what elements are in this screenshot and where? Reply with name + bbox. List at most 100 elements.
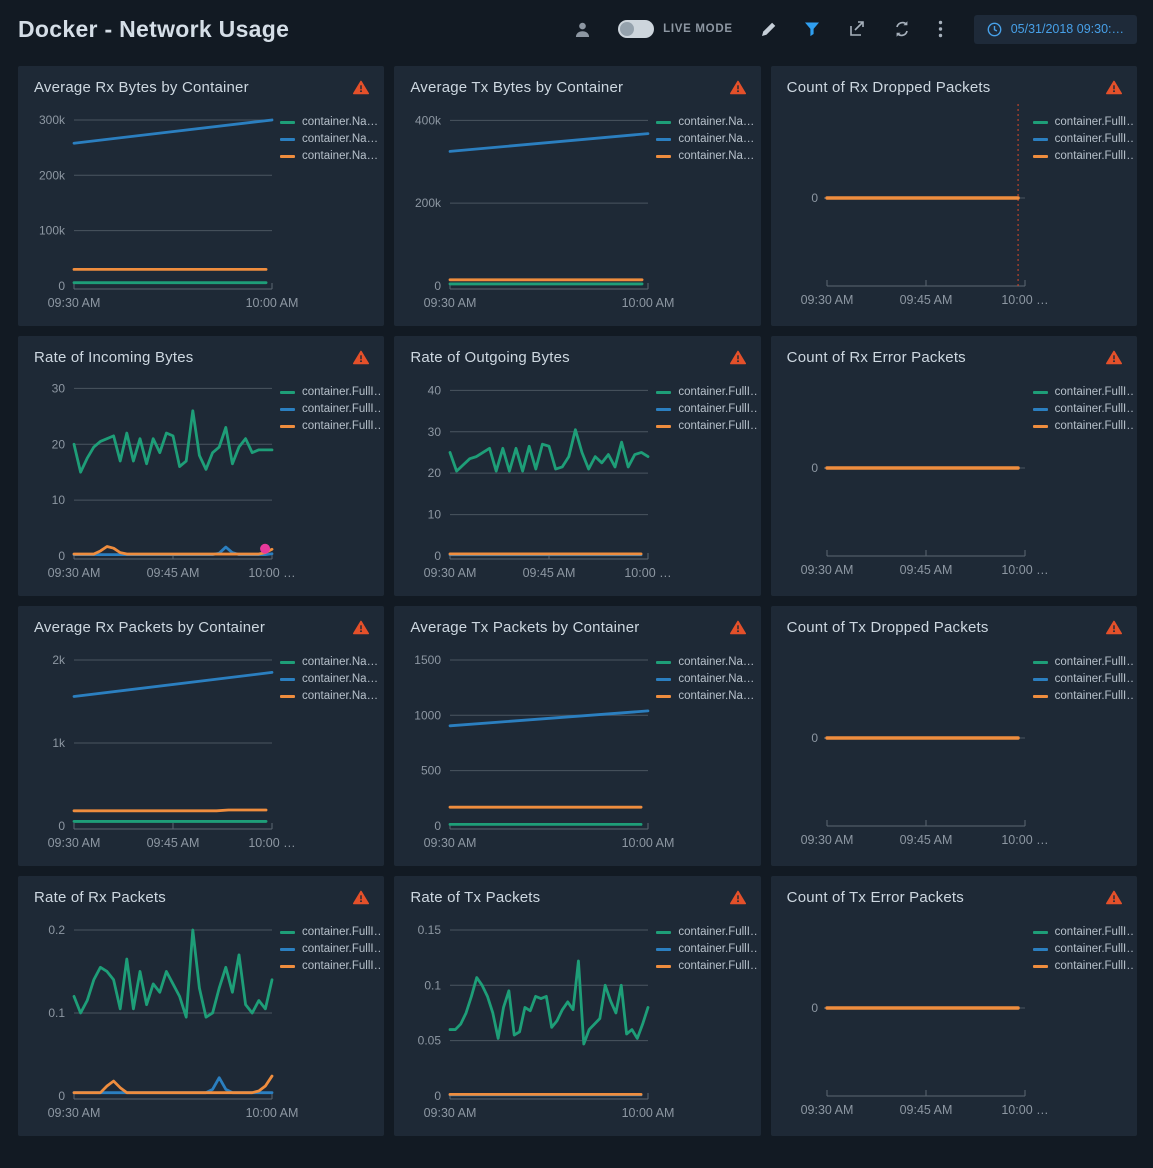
legend-item[interactable]: container.FullI…: [656, 960, 757, 972]
line-chart[interactable]: 0 09:30 AM 09:45 AM 10:00 …: [779, 370, 1048, 586]
legend-item[interactable]: container.Na…: [656, 690, 756, 702]
warning-icon[interactable]: [1106, 80, 1122, 100]
legend-swatch: [280, 947, 295, 951]
legend-item[interactable]: container.FullI…: [1032, 926, 1133, 938]
line-chart[interactable]: 0.2 0.1 0 09:30 AM 10:00 AM: [26, 910, 299, 1126]
live-mode-control: LIVE MODE: [618, 20, 733, 38]
legend-item[interactable]: container.FullI…: [280, 960, 380, 972]
line-chart[interactable]: 30 20 10 0 09:30 AM 09:45 AM 10:00 …: [26, 370, 296, 586]
legend-item[interactable]: container.Na…: [280, 673, 380, 685]
legend-item[interactable]: container.Na…: [280, 116, 380, 128]
dashboard-panel: Rate of Rx Packets 0.2 0.1 0 09:30 AM 10:00 …: [18, 876, 385, 1136]
svg-text:0: 0: [811, 1001, 818, 1015]
panel-body: 2k 1k 0 09:30 AM 09:45 AM 10:00 … container.N…: [18, 640, 384, 856]
legend-item[interactable]: container.FullI…: [1032, 673, 1133, 685]
time-range-picker[interactable]: 05/31/2018 09:30:…: [973, 14, 1137, 44]
legend-label: container.Na…: [678, 690, 755, 702]
warning-icon[interactable]: [729, 890, 746, 910]
dashboard-panel: Count of Rx Dropped Packets 0 09:30 AM 09:…: [770, 66, 1137, 326]
line-chart[interactable]: 0 09:30 AM 09:45 AM 10:00 …: [779, 100, 1048, 316]
legend-item[interactable]: container.FullI…: [1032, 133, 1133, 145]
export-icon[interactable]: [847, 20, 866, 38]
line-chart[interactable]: 0 09:30 AM 09:45 AM 10:00 …: [779, 640, 1048, 856]
line-chart[interactable]: 300k 200k 100k 0 09:30 AM 10:00 AM: [26, 100, 298, 316]
legend-item[interactable]: container.FullI…: [280, 943, 380, 955]
legend-label: container.FullI…: [1054, 690, 1133, 702]
svg-text:0.1: 0.1: [425, 978, 442, 992]
legend-item[interactable]: container.FullI…: [656, 420, 757, 432]
svg-text:0.2: 0.2: [48, 923, 65, 937]
panel-legend: container.FullI… container.FullI… containe…: [280, 370, 380, 586]
legend-swatch: [656, 424, 672, 428]
warning-icon[interactable]: [729, 350, 746, 370]
warning-icon[interactable]: [353, 350, 370, 370]
legend-item[interactable]: container.FullI…: [280, 403, 380, 415]
svg-text:0.1: 0.1: [48, 1006, 65, 1020]
user-icon[interactable]: [574, 21, 591, 38]
legend-swatch: [656, 660, 672, 664]
line-chart[interactable]: 0 09:30 AM 09:45 AM 10:00 …: [779, 910, 1048, 1126]
line-chart[interactable]: 1500 1000 500 0 09:30 AM 10:00 AM: [402, 640, 675, 856]
warning-icon[interactable]: [1106, 890, 1122, 910]
legend-item[interactable]: container.FullI…: [1032, 386, 1133, 398]
line-chart[interactable]: 40 30 20 10 0 09:30 AM 09:45 AM 10:00 …: [402, 370, 672, 586]
edit-icon[interactable]: [760, 21, 777, 38]
legend-item[interactable]: container.FullI…: [1032, 403, 1133, 415]
svg-text:09:45 AM: 09:45 AM: [899, 293, 952, 307]
legend-swatch: [280, 120, 295, 124]
legend-item[interactable]: container.FullI…: [280, 386, 380, 398]
more-menu-icon[interactable]: [938, 20, 943, 38]
warning-icon[interactable]: [1106, 620, 1122, 640]
line-chart[interactable]: 0.15 0.1 0.05 0 09:30 AM 10:00 AM: [402, 910, 675, 1126]
legend-item[interactable]: container.FullI…: [1032, 116, 1133, 128]
legend-item[interactable]: container.Na…: [280, 133, 380, 145]
warning-icon[interactable]: [729, 620, 746, 640]
warning-icon[interactable]: [353, 890, 370, 910]
svg-text:10:00 …: 10:00 …: [1001, 833, 1048, 847]
warning-icon[interactable]: [1106, 350, 1122, 370]
legend-item[interactable]: container.Na…: [280, 150, 380, 162]
legend-swatch: [1032, 677, 1048, 681]
legend-label: container.FullI…: [1054, 133, 1133, 145]
legend-item[interactable]: container.Na…: [656, 150, 756, 162]
svg-text:09:30 AM: 09:30 AM: [424, 296, 477, 310]
legend-item[interactable]: container.FullI…: [656, 943, 757, 955]
legend-item[interactable]: container.FullI…: [1032, 420, 1133, 432]
warning-icon[interactable]: [729, 80, 746, 100]
legend-label: container.Na…: [678, 133, 755, 145]
panel-title: Count of Tx Error Packets: [786, 889, 964, 906]
legend-item[interactable]: container.Na…: [656, 673, 756, 685]
svg-text:09:30 AM: 09:30 AM: [800, 293, 853, 307]
legend-item[interactable]: container.FullI…: [656, 926, 757, 938]
legend-item[interactable]: container.Na…: [280, 656, 380, 668]
line-chart[interactable]: 400k 200k 0 09:30 AM 10:00 AM: [402, 100, 674, 316]
svg-text:09:45 AM: 09:45 AM: [899, 833, 952, 847]
legend-item[interactable]: container.FullI…: [280, 926, 380, 938]
legend-item[interactable]: container.FullI…: [1032, 690, 1133, 702]
legend-label: container.FullI…: [678, 960, 757, 972]
legend-item[interactable]: container.Na…: [656, 116, 756, 128]
warning-icon[interactable]: [353, 620, 370, 640]
svg-text:0: 0: [811, 731, 818, 745]
dashboard-panel: Rate of Tx Packets 0.15 0.1 0.05 0 09:30 AM 1…: [394, 876, 761, 1136]
legend-item[interactable]: container.Na…: [280, 690, 380, 702]
dashboard-panel: Count of Tx Error Packets 0 09:30 AM 09:45…: [770, 876, 1137, 1136]
live-mode-toggle[interactable]: [618, 20, 655, 38]
legend-item[interactable]: container.FullI…: [1032, 943, 1133, 955]
legend-label: container.FullI…: [678, 403, 757, 415]
legend-item[interactable]: container.FullI…: [280, 420, 380, 432]
legend-item[interactable]: container.FullI…: [1032, 656, 1133, 668]
legend-item[interactable]: container.FullI…: [1032, 960, 1133, 972]
legend-item[interactable]: container.FullI…: [656, 386, 757, 398]
svg-text:200k: 200k: [415, 196, 442, 210]
legend-item[interactable]: container.Na…: [656, 133, 756, 145]
legend-item[interactable]: container.Na…: [656, 656, 756, 668]
refresh-icon[interactable]: [893, 20, 911, 38]
warning-icon[interactable]: [353, 80, 370, 100]
filter-icon[interactable]: [804, 21, 820, 37]
legend-item[interactable]: container.FullI…: [656, 403, 757, 415]
panel-body: 0 09:30 AM 09:45 AM 10:00 … container.FullI…: [771, 370, 1137, 586]
legend-item[interactable]: container.FullI…: [1032, 150, 1133, 162]
svg-text:10:00 AM: 10:00 AM: [246, 296, 299, 310]
line-chart[interactable]: 2k 1k 0 09:30 AM 09:45 AM 10:00 …: [26, 640, 296, 856]
